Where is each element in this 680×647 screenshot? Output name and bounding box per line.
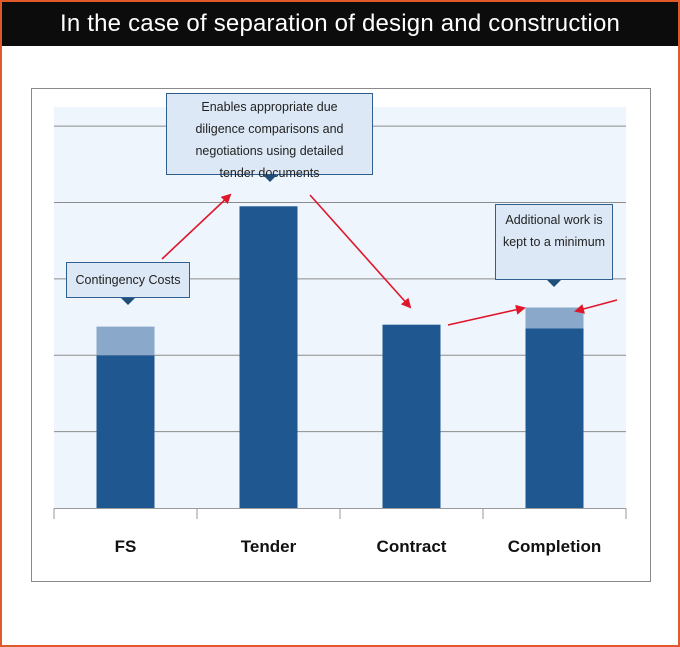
page-title: In the case of separation of design and …	[2, 2, 678, 46]
x-tick-label: FS	[115, 537, 137, 556]
callout-pointer	[262, 175, 277, 182]
bar-base	[239, 206, 298, 508]
bar-base	[96, 355, 155, 508]
tender-callout-text: Enables appropriate due diligence compar…	[195, 100, 344, 180]
contingency-callout-text: Contingency Costs	[75, 273, 181, 287]
additional-work-callout: Additional work is kept to a minimum	[495, 204, 613, 287]
bar-contingency	[525, 307, 584, 329]
bar-base	[525, 328, 584, 508]
bar-contingency	[96, 326, 155, 356]
contingency-callout: Contingency Costs	[66, 262, 190, 305]
x-tick-label: Completion	[508, 537, 602, 556]
bar-chart: FS Tender Contract Completion	[53, 107, 627, 556]
callout-pointer	[547, 280, 561, 287]
tender-callout: Enables appropriate due diligence compar…	[166, 93, 373, 182]
bar-base	[382, 324, 441, 508]
callout-pointer	[121, 298, 135, 305]
red-arrow	[447, 304, 526, 326]
red-arrow	[574, 299, 618, 314]
additional-callout-text: Additional work is kept to a minimum	[502, 213, 606, 249]
x-tick-label: Contract	[377, 537, 447, 556]
x-tick-label: Tender	[241, 537, 297, 556]
red-arrow	[309, 194, 412, 309]
red-arrow	[161, 193, 232, 260]
